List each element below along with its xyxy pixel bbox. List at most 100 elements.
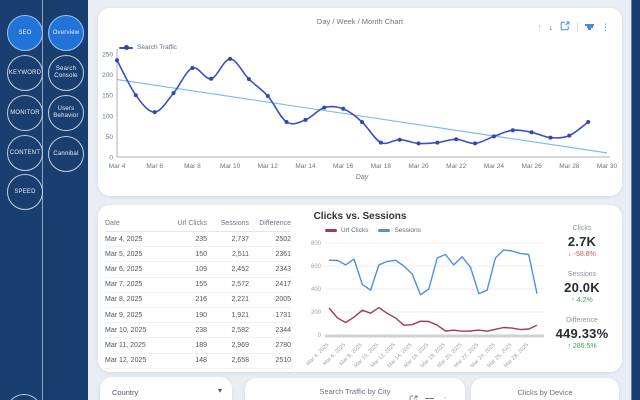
x-tick-label: Mar 28 xyxy=(559,163,580,170)
sidebar-item-label: Overview xyxy=(52,29,80,36)
table-cell: 2502 xyxy=(249,231,291,248)
chevron-down-icon[interactable]: ▾ xyxy=(217,386,222,395)
data-point xyxy=(567,133,572,138)
data-point xyxy=(416,141,421,146)
sidebar-item-seo[interactable]: SEO xyxy=(7,15,43,51)
x-tick-label: Mar 24, 2025 xyxy=(470,342,497,369)
sidebar-item-label: Search Console xyxy=(54,66,78,79)
data-point xyxy=(435,140,440,145)
data-point xyxy=(265,94,270,98)
table-header-row: Date Url Clicks Sessions Difference xyxy=(105,217,291,232)
data-point xyxy=(246,77,251,82)
stat-label: Difference xyxy=(566,317,598,324)
stat-delta: ↑ 286.5% xyxy=(567,343,597,350)
sidebar-divider xyxy=(42,0,43,400)
sidebar-item-users-behavior[interactable]: Users Behavior xyxy=(48,95,84,131)
url-clicks-line xyxy=(328,306,538,332)
x-tick-label: Mar 14, 2025 xyxy=(386,342,413,369)
move-up-icon[interactable]: ↑ xyxy=(537,21,542,32)
x-axis-title: Day xyxy=(356,174,369,181)
sidebar: SEO KEYWORD MONITOR CONTENT SPEED Overvi… xyxy=(0,0,88,400)
legend-label: Search Traffic xyxy=(137,44,177,51)
sidebar-item-keyword[interactable]: KEYWORD xyxy=(7,55,43,91)
sidebar-item-content[interactable]: CONTENT xyxy=(7,135,43,171)
sidebar-item-cannibal[interactable]: Cannibal xyxy=(48,136,84,172)
trend-line xyxy=(116,78,608,154)
x-tick-label: Mar 18 xyxy=(371,163,392,170)
table-cell: 155 xyxy=(167,277,207,293)
x-tick-label: Mar 4 xyxy=(109,163,126,170)
data-point xyxy=(171,91,176,96)
table-row: Mar 7, 2025 155 2,572 2417 xyxy=(105,277,291,293)
menu-kebab-icon[interactable]: ⋮ xyxy=(441,395,449,400)
y-tick-label: 200 xyxy=(311,310,322,316)
table-cell: Mar 10, 2025 xyxy=(105,322,167,339)
table-row: Mar 4, 2025 235 2,737 2502 xyxy=(105,231,291,248)
table-cell: Mar 12, 2025 xyxy=(105,353,167,369)
table-cell: 235 xyxy=(167,231,207,248)
legend-item[interactable]: Search Traffic xyxy=(119,44,177,51)
table-cell: 1,921 xyxy=(207,307,249,324)
data-point xyxy=(115,58,119,63)
table-cell: 2,737 xyxy=(207,231,249,248)
table-cell: 2361 xyxy=(249,246,291,263)
x-tick-label: Mar 14 xyxy=(295,163,316,170)
series-marker-icon xyxy=(378,229,391,232)
sessions-line xyxy=(329,249,538,296)
data-point xyxy=(209,76,214,81)
export-chart-icon[interactable] xyxy=(560,21,570,33)
sidebar-item-label: CONTENT xyxy=(9,149,41,156)
table-cell: 2,582 xyxy=(207,322,249,339)
table-row: Mar 10, 2025 238 2,582 2344 xyxy=(105,322,291,339)
data-point xyxy=(152,110,157,115)
table-cell: Mar 8, 2025 xyxy=(105,292,167,308)
export-chart-icon[interactable] xyxy=(409,395,418,400)
data-point xyxy=(378,140,383,145)
sidebar-item-overview[interactable]: Overview xyxy=(48,15,84,51)
filter-icon[interactable] xyxy=(425,397,434,400)
x-tick-label: Mar 8, 2025 xyxy=(339,342,364,367)
x-tick-label: Mar 6 xyxy=(146,163,163,170)
sidebar-item-label: KEYWORD xyxy=(8,69,42,76)
stat-value: 20.0K xyxy=(564,280,600,295)
country-select[interactable]: Country ▾ xyxy=(100,377,232,400)
sidebar-item-label: Users Behavior xyxy=(53,106,79,119)
x-tick-label: Mar 26 xyxy=(521,163,542,170)
table-cell: 2005 xyxy=(249,292,291,308)
table-row: Mar 11, 2025 189 2,969 2780 xyxy=(105,337,291,354)
table-cell: 2,572 xyxy=(207,277,249,293)
stats-panel: Clicks 2.7K ↓ -58.8% Sessions 20.0K ↑ 4.… xyxy=(545,225,619,363)
sidebar-item-monitor[interactable]: MONITOR xyxy=(7,95,43,131)
data-point xyxy=(529,130,534,135)
x-tick-label: Mar 10, 2025 xyxy=(353,342,380,369)
data-point xyxy=(341,106,346,111)
filter-icon[interactable] xyxy=(585,23,594,31)
sidebar-item-speed[interactable]: SPEED xyxy=(7,174,43,210)
sidebar-item-label: SPEED xyxy=(14,188,36,195)
legend-item[interactable]: Url Clicks xyxy=(325,227,368,234)
y-tick-label: 600 xyxy=(311,264,322,270)
data-point xyxy=(284,120,289,124)
legend-item[interactable]: Sessions xyxy=(378,227,421,234)
table-cell: 2780 xyxy=(249,337,291,354)
y-tick-label: 200 xyxy=(102,72,113,79)
menu-kebab-icon[interactable]: ⋮ xyxy=(601,21,610,32)
stat-label: Clicks xyxy=(572,225,592,232)
table-cell: 2,658 xyxy=(207,353,249,369)
column-header: Sessions xyxy=(207,217,249,232)
sidebar-item-label: MONITOR xyxy=(10,109,40,116)
move-down-icon[interactable]: ↓ xyxy=(548,21,554,32)
legend-label: Url Clicks xyxy=(341,227,369,234)
sidebar-item-partial[interactable] xyxy=(6,394,42,400)
day-week-month-chart-card: Day / Week / Month Chart ↑ ↓ ⋮ Search Tr… xyxy=(98,8,622,196)
x-tick-label: Mar 20 xyxy=(408,163,429,170)
chart-toolbar: ↑ ↓ ⋮ xyxy=(537,21,610,33)
stat-difference: Difference 449.33% ↑ 286.5% xyxy=(545,317,619,350)
x-tick-label: Mar 20, 2025 xyxy=(436,342,463,369)
column-header: Difference xyxy=(249,217,291,232)
table-cell: 150 xyxy=(167,246,207,263)
stat-value: 2.7K xyxy=(567,234,597,249)
sidebar-item-search-console[interactable]: Search Console xyxy=(48,55,84,91)
x-tick-label: Mar 16, 2025 xyxy=(403,342,430,369)
x-tick-label: Mar 16 xyxy=(333,163,354,170)
